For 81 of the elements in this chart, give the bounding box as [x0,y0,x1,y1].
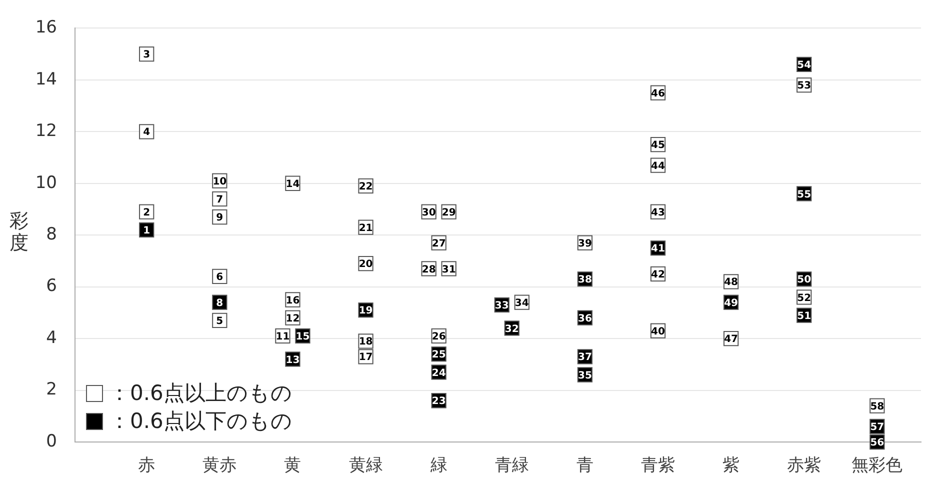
annotation: 54 [797,60,812,71]
annotation: 32 [504,324,519,335]
annotation: 36 [578,313,592,324]
annotation: 52 [797,292,812,304]
annotation: 33 [494,300,509,312]
y-tick-label: 14 [35,69,57,90]
annotation: 51 [797,310,812,322]
annotation: 20 [358,259,373,270]
annotation: 27 [432,238,446,250]
annotation: 8 [216,298,224,309]
annotation: 41 [651,244,665,255]
annotation: 49 [724,298,738,309]
y-tick-label: 12 [35,121,57,142]
y-tick-label: 6 [46,276,57,296]
y-tick-label: 16 [35,18,57,38]
annotation: 56 [870,438,884,449]
annotation: 35 [578,370,592,382]
annotation: 10 [212,176,227,188]
annotation: 17 [358,352,373,364]
annotation: 4 [143,127,150,138]
annotation: 14 [286,178,300,190]
x-tick-label: 黄赤 [202,456,237,476]
x-tick-label: 青緑 [494,456,529,476]
annotation: 11 [276,332,290,343]
annotation: 43 [651,207,665,218]
x-tick-label: 紫 [722,456,740,476]
annotation: 46 [651,88,665,100]
annotation: 53 [797,80,812,92]
annotation: 44 [651,160,665,172]
annotation: 5 [216,316,224,328]
annotation: 24 [432,368,446,379]
annotation: 9 [216,212,224,224]
annotation: 13 [286,354,300,366]
y-axis-title: 彩度 [8,210,30,254]
annotation: 29 [442,207,456,218]
legend-label: ：0.6点以下のもの [109,408,292,435]
x-tick-label: 無彩色 [852,456,903,476]
annotation: 38 [578,274,592,286]
y-tick-label: 2 [46,380,57,400]
annotation: 47 [724,334,738,346]
x-tick-label: 黄 [284,456,302,476]
annotation: 58 [870,401,884,412]
annotation: 23 [432,396,446,408]
annotation: 21 [358,222,373,234]
annotation: 26 [432,332,446,343]
annotation: 19 [358,306,373,317]
annotation: 42 [651,269,665,280]
annotation: 3 [143,50,150,61]
annotation: 48 [724,277,738,288]
annotation: 57 [870,422,884,434]
annotation: 2 [143,207,150,218]
annotation: 12 [286,313,300,324]
annotation: 50 [797,274,812,286]
legend-label: ：0.6点以上のもの [109,380,292,407]
annotation: 15 [296,332,310,343]
annotation: 37 [578,352,592,364]
annotation: 16 [286,295,300,306]
annotation: 6 [216,272,224,284]
annotation: 31 [442,264,456,276]
y-tick-label: 10 [35,172,57,193]
y-tick-label: 4 [46,328,57,348]
x-tick-label: 青 [576,456,594,476]
annotation: 25 [432,350,446,361]
x-tick-label: 緑 [429,456,448,476]
x-tick-label: 赤紫 [787,456,822,476]
y-tick-label: 0 [46,431,57,452]
y-tick-label: 8 [46,224,57,245]
x-tick-label: 赤 [138,456,156,476]
annotation: 39 [578,238,592,250]
annotation: 45 [651,140,665,152]
annotation: 1 [143,226,150,237]
annotation: 55 [797,189,812,200]
annotation: 18 [358,336,373,348]
annotation: 34 [514,298,529,309]
x-tick-label: 黄緑 [348,456,383,476]
annotation: 22 [358,182,373,193]
annotation: 28 [422,264,436,276]
x-tick-label: 青紫 [640,456,675,476]
annotation: 30 [422,207,436,218]
annotation: 40 [651,326,665,338]
annotation: 7 [216,194,224,206]
